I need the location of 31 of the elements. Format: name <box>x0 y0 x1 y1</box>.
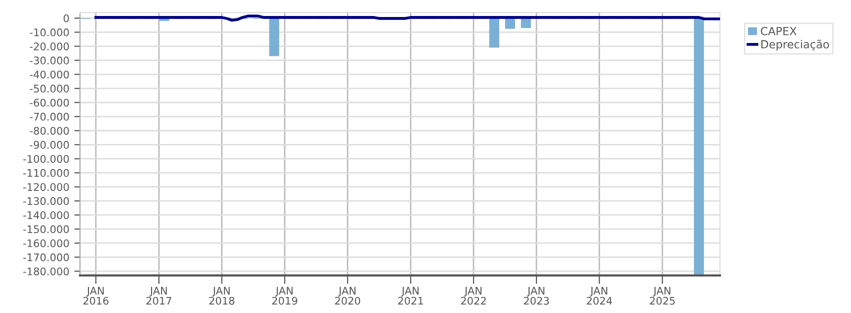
y-tick-label: -160.000 <box>23 239 69 248</box>
y-tick-label: -170.000 <box>23 253 69 262</box>
x-tick-label: JAN 2017 <box>146 286 172 305</box>
y-tick-label: -70.000 <box>30 112 69 121</box>
x-tick-label: JAN 2024 <box>586 286 612 305</box>
legend-label: CAPEX <box>760 26 797 36</box>
x-tick-label: JAN 2019 <box>272 286 298 305</box>
y-tick-label: -100.000 <box>23 154 69 163</box>
y-tick-label: -30.000 <box>30 56 69 64</box>
y-tick-label: -120.000 <box>23 183 69 191</box>
y-tick-label: -80.000 <box>30 126 69 135</box>
y-tick-label: -20.000 <box>30 42 69 50</box>
x-tick-label: JAN 2022 <box>461 286 486 305</box>
y-tick-label: 0 <box>64 14 69 22</box>
y-tick-label: -50.000 <box>30 84 69 93</box>
x-tick-label: JAN 2016 <box>83 286 108 305</box>
y-tick-label: -150.000 <box>23 225 69 234</box>
legend-label: Depreciação <box>761 40 829 51</box>
y-tick-label: -130.000 <box>23 197 69 206</box>
x-tick-label: JAN 2025 <box>650 286 675 305</box>
y-tick-label: -40.000 <box>30 70 69 78</box>
x-tick-label: JAN 2021 <box>398 286 423 305</box>
x-tick-label: JAN 2023 <box>524 286 549 305</box>
y-tick-label: -60.000 <box>30 98 69 107</box>
x-tick-label: JAN 2018 <box>209 286 234 305</box>
y-tick-label: -110.000 <box>23 169 69 177</box>
x-tick-label: JAN 2020 <box>335 286 360 305</box>
y-tick-label: -90.000 <box>30 140 69 149</box>
y-tick-label: -140.000 <box>23 211 69 220</box>
y-tick-label: -180.000 <box>23 267 69 276</box>
y-tick-label: -10.000 <box>30 28 69 36</box>
